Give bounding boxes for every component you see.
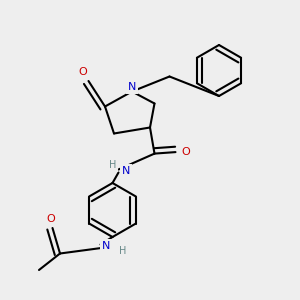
Text: N: N xyxy=(122,166,130,176)
Text: N: N xyxy=(102,241,111,251)
Text: N: N xyxy=(128,82,136,92)
Text: O: O xyxy=(182,147,190,157)
Text: O: O xyxy=(46,214,56,224)
Text: H: H xyxy=(109,160,116,170)
Text: O: O xyxy=(78,67,87,77)
Text: H: H xyxy=(119,245,127,256)
